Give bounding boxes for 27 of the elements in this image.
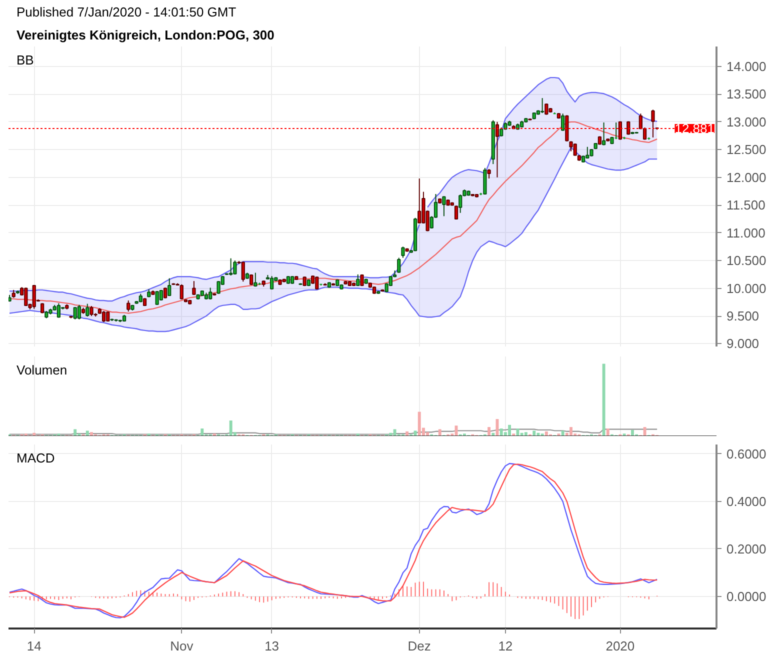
y-tick-label: 11.500 [726,198,766,213]
chart-title: Volumen [16,362,68,378]
y-tick-label: 12.000 [726,170,766,185]
x-tick-label: 2020 [606,638,635,654]
y-tick-label: 10.000 [726,280,766,296]
y-tick-label: 0.4000 [726,494,766,509]
y-tick-label: 13.000 [726,114,766,130]
y-tick-label: 9.500 [726,308,760,324]
y-tick-label: 14.000 [726,58,766,74]
y-tick-label: 0.6000 [726,446,766,462]
y-tick-label: 13.500 [726,86,766,102]
chart-title: Vereinigtes Königreich, London:POG, 300 [16,28,274,42]
y-tick-label: 9.000 [726,336,760,352]
y-tick-label: 10.500 [726,253,766,268]
y-tick-label: 0.0000 [726,588,766,604]
x-tick-label: 12 [498,638,513,654]
y-tick-label: 0.2000 [726,541,766,556]
y-tick-label: 11.000 [726,225,766,240]
y-tick-label: 12.500 [726,142,766,158]
x-tick-label: Nov [170,638,194,654]
x-tick-label: 13 [264,638,280,654]
text: MACD [16,450,55,466]
x-tick-label: Dez [408,638,431,654]
annotation: BB [16,52,34,68]
ref-line-label: 12.881 [674,121,715,136]
text: Published 7/Jan/2020 - 14:01:50 GMT [16,4,236,20]
x-tick-label: 14 [26,638,42,654]
